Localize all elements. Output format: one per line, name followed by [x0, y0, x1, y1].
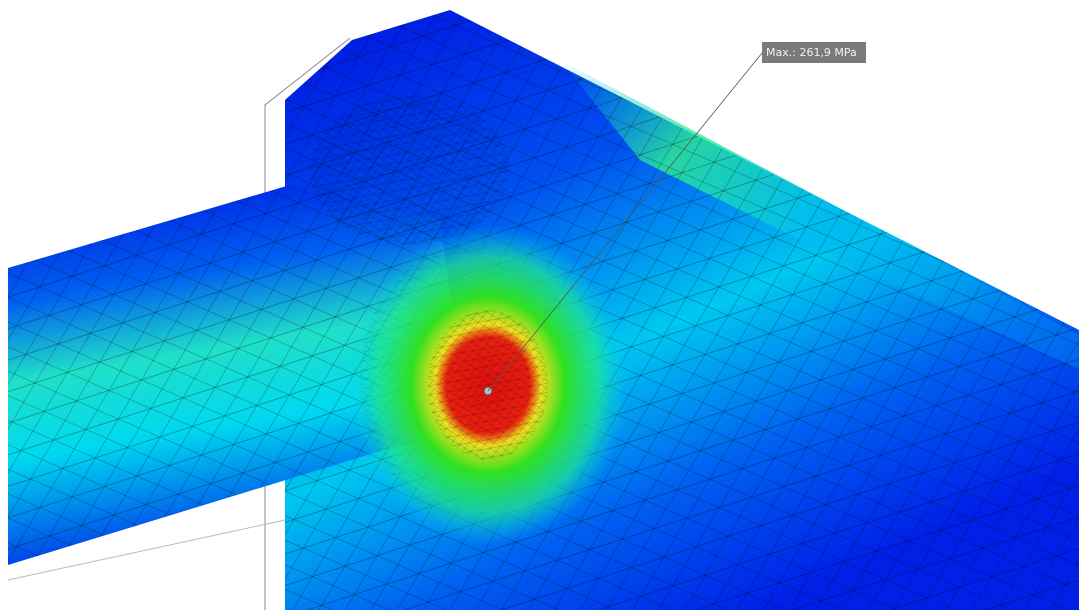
leader-line [487, 52, 763, 392]
fine-mesh [428, 310, 548, 460]
outline [7, 519, 286, 581]
fine-mesh [310, 95, 510, 245]
max-label: Max.: 261,9 MPa [766, 46, 857, 59]
mesh [8, 185, 470, 565]
max-label-box [762, 42, 866, 63]
